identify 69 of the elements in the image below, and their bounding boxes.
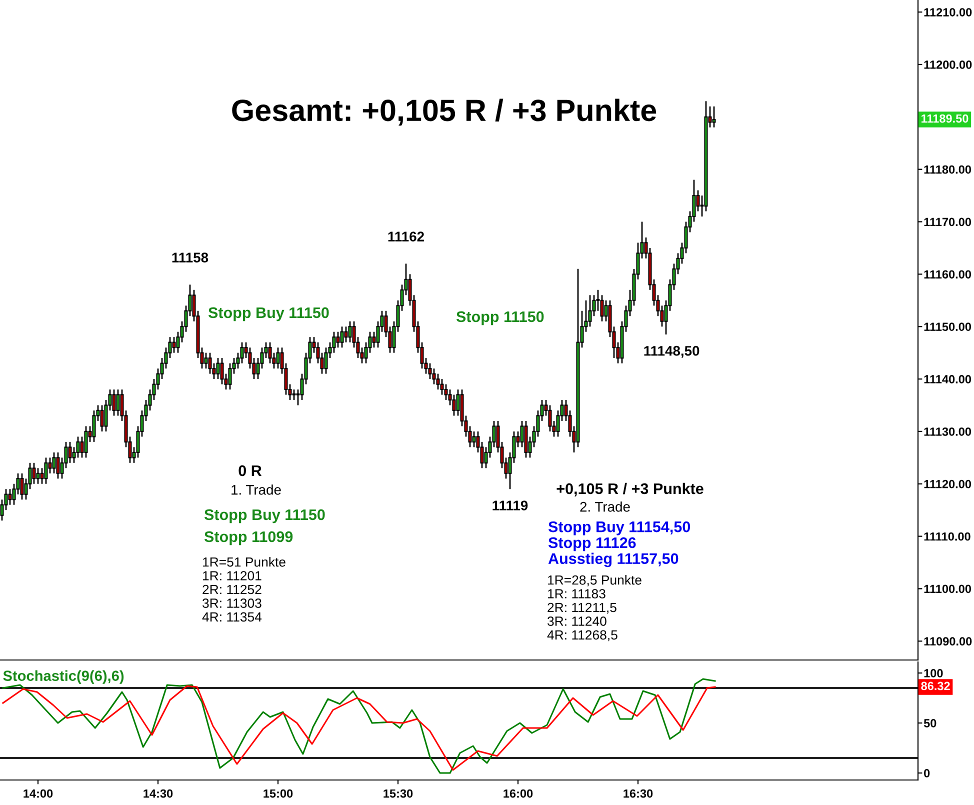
- annotation: +0,105 R / +3 Punkte: [556, 482, 704, 496]
- x-tick-label: 14:00: [24, 789, 53, 798]
- y-tick-label: 11160.00: [924, 270, 972, 279]
- candlestick: [336, 331, 340, 348]
- candlestick: [32, 462, 36, 485]
- y-tick-label: 11150.00: [924, 322, 972, 331]
- candlestick: [472, 430, 476, 448]
- annotation: 11119: [492, 500, 528, 510]
- text: Stochastic(9(6),6): [3, 670, 124, 684]
- annotation: 11148,50: [644, 346, 700, 358]
- candlestick: [68, 441, 72, 464]
- candlestick: [52, 452, 56, 474]
- annotation: Stopp Buy 11150: [208, 307, 329, 322]
- candlestick: [344, 326, 348, 344]
- candlestick: [84, 426, 88, 458]
- y-tick-label: 11130.00: [924, 427, 972, 436]
- candlestick: [36, 467, 40, 485]
- x-tick-label: 15:00: [264, 789, 293, 798]
- candlestick: [276, 346, 280, 370]
- y-tick-label: 11110.00: [924, 532, 970, 541]
- candlestick: [348, 320, 352, 344]
- annotation: Stopp Buy 11154,50 Stopp 11126 Ausstieg 11157,50: [548, 521, 690, 568]
- candlestick: [112, 388, 116, 416]
- candlestick: [8, 488, 12, 506]
- candlestick: [204, 352, 208, 370]
- annotation: Stopp 11150: [456, 311, 544, 326]
- x-tick-label: 16:30: [624, 789, 653, 798]
- candlestick: [292, 388, 296, 401]
- y-tick-label: 11090.00: [924, 637, 972, 646]
- candlestick: [20, 472, 24, 500]
- y-tick-label: 11180.00: [924, 165, 972, 174]
- y-tick-label: 11200.00: [924, 60, 972, 69]
- candlestick: [712, 106, 716, 128]
- candlestick: [600, 294, 604, 322]
- candlestick: [92, 410, 96, 443]
- annotation: Stopp Buy 11150: [204, 509, 325, 524]
- text: 86.32: [921, 682, 950, 690]
- y-tick-label: 11170.00: [924, 218, 972, 226]
- x-tick-label: 16:00: [504, 789, 533, 798]
- candlestick: [172, 336, 176, 354]
- candlestick: [340, 326, 344, 348]
- annotation: 2. Trade: [580, 502, 630, 512]
- y-tick-label: 100: [924, 669, 943, 678]
- annotation: Stopp 11099: [204, 531, 293, 546]
- annotation: 0 R: [238, 465, 262, 476]
- candlestick: [324, 346, 328, 374]
- candlestick: [100, 404, 104, 432]
- candlestick: [56, 452, 60, 480]
- annotation: 1. Trade: [232, 484, 281, 495]
- candlestick: [44, 456, 48, 485]
- y-tick-label: 11140.00: [924, 375, 972, 384]
- candlestick: [432, 368, 436, 385]
- y-tick-label: 11120.00: [924, 480, 972, 488]
- annotation: 1R=28,5 Punkte 1R: 11183 2R: 11211,5 3R: 11240 4R: 11268,5: [547, 575, 642, 642]
- text: 11189.50: [922, 114, 968, 123]
- x-tick-label: 15:30: [384, 789, 413, 798]
- y-tick-label: 11100.00: [924, 584, 972, 594]
- annotation: 11158: [172, 252, 208, 262]
- y-tick-label: 11210.00: [924, 8, 972, 16]
- x-tick-label: 14:30: [144, 789, 173, 798]
- text: Gesamt: +0,105 R / +3 Punkte: [232, 98, 656, 126]
- candlestick: [116, 388, 120, 416]
- annotation: 1R=51 Punkte 1R: 11201 2R: 11252 3R: 11303 4R: 11354: [202, 557, 286, 622]
- y-tick-label: 0: [924, 769, 930, 778]
- annotation: 11162: [388, 232, 424, 242]
- y-tick-label: 50: [924, 719, 936, 728]
- candlestick: [440, 378, 444, 396]
- candlestick: [216, 357, 220, 380]
- candlestick: [228, 362, 232, 390]
